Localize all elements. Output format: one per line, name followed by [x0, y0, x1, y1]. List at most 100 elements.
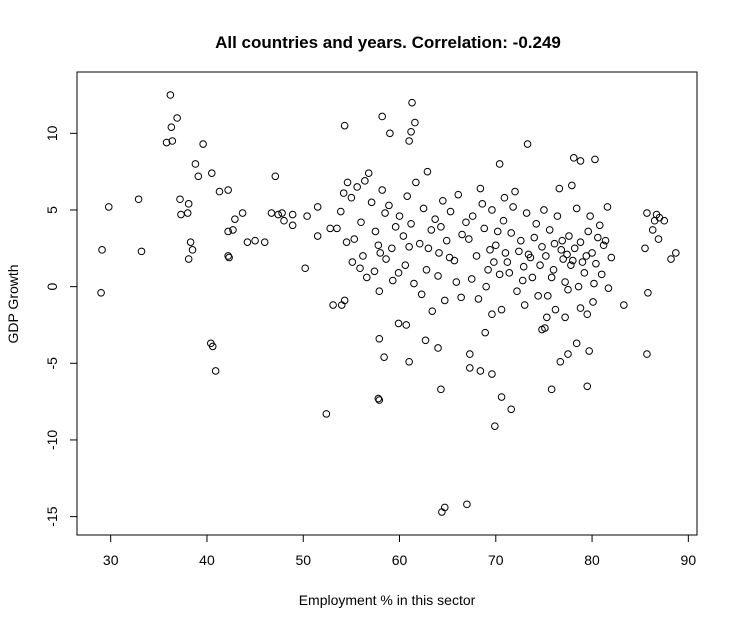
y-tick-label: 10: [44, 125, 60, 141]
point: [569, 154, 578, 162]
point: [491, 422, 499, 430]
point: [561, 278, 569, 286]
point: [518, 276, 527, 285]
point: [490, 258, 498, 266]
point: [231, 215, 239, 223]
point: [423, 167, 432, 176]
point: [347, 193, 356, 202]
y-tick-label: -15: [44, 506, 60, 526]
point: [478, 200, 487, 208]
point: [591, 155, 599, 164]
point: [336, 207, 345, 216]
x-tick-label: 50: [295, 552, 311, 568]
point: [580, 269, 589, 277]
point: [348, 258, 357, 266]
point: [375, 334, 384, 343]
point: [556, 357, 565, 366]
point: [207, 169, 216, 177]
point: [388, 244, 396, 253]
point: [481, 328, 489, 337]
point: [313, 203, 322, 211]
point: [224, 252, 232, 260]
point: [229, 226, 237, 234]
point: [357, 218, 365, 227]
point: [374, 241, 383, 250]
point: [601, 236, 610, 245]
point: [582, 252, 591, 260]
x-tick-label: 30: [103, 552, 119, 568]
point: [186, 238, 195, 246]
point: [550, 239, 559, 248]
point: [578, 258, 587, 266]
point: [375, 396, 384, 404]
point: [458, 230, 466, 239]
point: [585, 347, 593, 355]
x-tick-label: 90: [681, 552, 697, 568]
point: [405, 242, 413, 251]
point: [549, 265, 558, 274]
point: [353, 183, 361, 191]
point: [543, 313, 551, 322]
point: [176, 195, 184, 204]
point: [356, 264, 364, 273]
point: [415, 239, 424, 248]
point: [495, 270, 504, 279]
point: [515, 247, 523, 256]
point: [457, 293, 465, 302]
point: [467, 275, 476, 283]
point: [564, 285, 572, 294]
point: [607, 253, 616, 262]
point: [194, 172, 203, 181]
point: [208, 342, 217, 351]
point: [184, 255, 193, 263]
point: [137, 247, 146, 256]
point: [411, 118, 419, 127]
point: [572, 339, 581, 348]
point: [445, 253, 454, 262]
point: [500, 193, 509, 202]
point: [440, 503, 449, 512]
point: [465, 235, 473, 243]
point: [394, 319, 403, 328]
point: [595, 221, 604, 230]
point: [454, 190, 463, 199]
point: [594, 233, 602, 242]
point: [167, 123, 176, 131]
point: [507, 229, 515, 237]
point: [499, 216, 508, 225]
point: [576, 238, 585, 246]
point: [402, 321, 411, 329]
y-axis-label: GDP Growth: [5, 264, 21, 343]
point: [401, 261, 410, 269]
point: [465, 350, 474, 358]
point: [260, 238, 269, 246]
point: [370, 267, 379, 276]
point: [650, 216, 659, 225]
point: [340, 296, 349, 305]
point: [224, 227, 232, 236]
point: [507, 405, 515, 414]
x-tick-label: 80: [584, 552, 600, 568]
point: [407, 219, 415, 228]
point: [667, 255, 675, 263]
point: [462, 218, 470, 227]
point: [162, 138, 171, 147]
point: [199, 140, 207, 148]
point: [574, 282, 583, 291]
point: [173, 114, 181, 122]
point: [482, 282, 490, 291]
point: [184, 200, 193, 208]
point: [643, 209, 651, 217]
point: [378, 112, 386, 121]
point: [359, 252, 367, 260]
point: [497, 393, 506, 401]
point: [551, 305, 560, 314]
point: [437, 385, 445, 394]
point: [364, 169, 373, 177]
point: [367, 198, 376, 207]
point: [211, 367, 220, 375]
point: [488, 310, 496, 319]
point: [476, 184, 485, 193]
point: [424, 244, 433, 253]
